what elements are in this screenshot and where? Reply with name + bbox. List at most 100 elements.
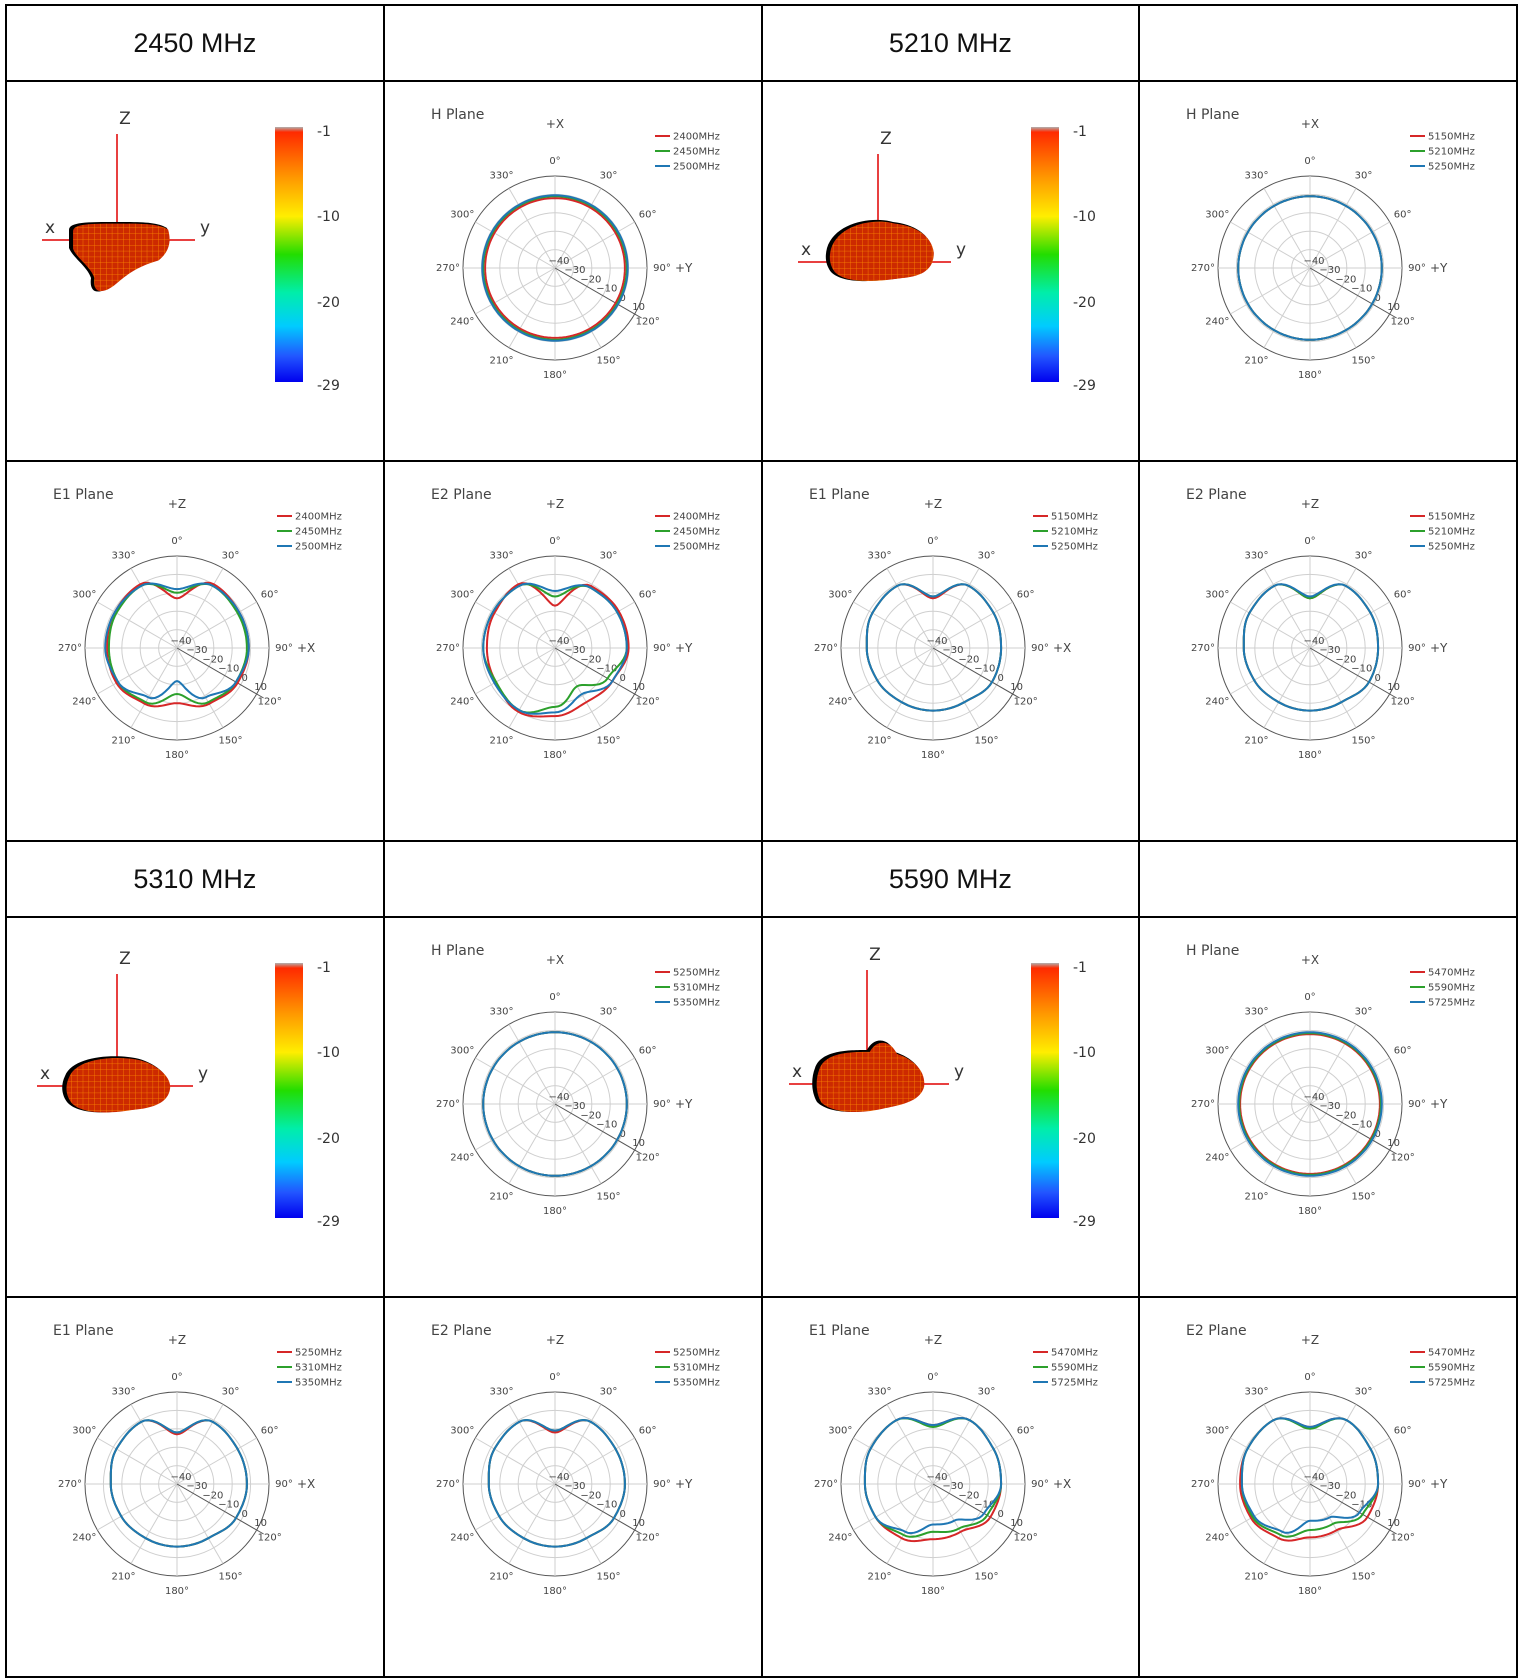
polar-spoke xyxy=(1230,1437,1311,1485)
polar-spoke xyxy=(1263,267,1311,348)
radial-tick-label: 0 xyxy=(619,293,625,304)
polar-spoke xyxy=(1263,188,1311,269)
angle-tick-label: 330° xyxy=(489,1386,513,1397)
polar-spoke xyxy=(1309,1437,1391,1485)
radial-tick-label: 10 xyxy=(1388,1138,1401,1149)
polar-spoke xyxy=(1309,267,1357,348)
header-cell-empty xyxy=(1138,4,1518,82)
angle-tick-label: 210° xyxy=(111,1572,135,1583)
x-axis-label: x xyxy=(40,1064,50,1084)
angle-tick-label: 60° xyxy=(261,590,279,601)
radial-tick-label: 10 xyxy=(632,1518,645,1529)
plane-title: E1 Plane xyxy=(53,487,114,503)
angle-tick-label: 330° xyxy=(489,550,513,561)
polar-chart: 0° 30° 60° 90° 120° 150° 180° 210° 240° 270° 300° 3… xyxy=(53,487,342,761)
colorbar-tick-label: -20 xyxy=(1073,295,1096,311)
angle-tick-label: 150° xyxy=(1352,356,1376,367)
polar-spoke xyxy=(886,1483,933,1564)
series-line-2450MHz xyxy=(107,582,248,705)
angle-tick-label: 180° xyxy=(543,1586,567,1597)
legend-label: 5250MHz xyxy=(673,1348,720,1359)
polar-cell: 0° 30° 60° 90° 120° 150° 180° 210° 240° 270° 300° 3… xyxy=(1138,460,1518,842)
angle-tick-label: 90° xyxy=(653,1099,671,1110)
z-axis-label: Z xyxy=(119,109,131,129)
plane-title: E2 Plane xyxy=(1186,1323,1247,1339)
angle-tick-label: 30° xyxy=(1355,1006,1373,1017)
radial-tick-label: 0 xyxy=(242,1509,248,1520)
legend-label: 5250MHz xyxy=(295,1348,342,1359)
3d-radiation-pattern: Zx y -1 -10 -20 -29 xyxy=(42,109,340,394)
radial-tick-label: 10 xyxy=(1388,682,1401,693)
polar-spoke xyxy=(852,1483,933,1531)
angle-tick-label: 300° xyxy=(450,1426,474,1437)
colorbar-tick-label: -20 xyxy=(317,295,340,311)
legend-label: 5350MHz xyxy=(673,998,720,1009)
plane-title: E2 Plane xyxy=(1186,487,1247,503)
angle-tick-label: 150° xyxy=(218,1572,242,1583)
legend-label: 5210MHz xyxy=(1428,527,1475,538)
radial-tick-label: −20 xyxy=(1336,1110,1357,1121)
header-cell-empty xyxy=(1138,840,1518,918)
colorbar-tick-label: -29 xyxy=(317,378,340,394)
angle-tick-label: 180° xyxy=(1298,370,1322,381)
radial-tick-label: 0 xyxy=(1375,673,1381,684)
angle-tick-label: 180° xyxy=(165,750,189,761)
polar-spoke xyxy=(474,267,555,315)
angle-tick-label: 330° xyxy=(867,550,891,561)
angle-tick-label: 210° xyxy=(111,736,135,747)
colorbar-tick-label: -20 xyxy=(1073,1131,1096,1147)
angle-tick-label: 90° xyxy=(1408,643,1426,654)
polar-spoke xyxy=(1230,1483,1311,1531)
angle-tick-label: 150° xyxy=(974,736,998,747)
y-axis-label: y xyxy=(200,218,210,238)
angle-tick-label: 60° xyxy=(1394,1426,1412,1437)
polar-spoke xyxy=(1309,1057,1391,1105)
angle-tick-label: 270° xyxy=(436,1479,460,1490)
radial-tick-label: −30 xyxy=(186,645,207,656)
series-line-5350MHz xyxy=(109,1419,248,1548)
radial-tick-label: −40 xyxy=(170,636,191,647)
legend-label: 5470MHz xyxy=(1051,1348,1098,1359)
angle-tick-label: 240° xyxy=(72,697,96,708)
header-cell-5210: 5210 MHz xyxy=(760,4,1141,82)
polar-spoke xyxy=(176,647,224,728)
angle-tick-label: 90° xyxy=(1408,1099,1426,1110)
angle-tick-label: 270° xyxy=(1191,263,1215,274)
angle-tick-label: 270° xyxy=(813,1479,837,1490)
polar-chart: 0° 30° 60° 90° 120° 150° 180° 210° 240° 270° 300° 3… xyxy=(809,1323,1098,1597)
radial-tick-label: −40 xyxy=(1304,1092,1325,1103)
radial-tick-label: −20 xyxy=(580,1110,601,1121)
plane-title: E1 Plane xyxy=(809,487,870,503)
radial-axis xyxy=(554,1483,642,1535)
angle-tick-label: 300° xyxy=(72,590,96,601)
radial-tick-label: −40 xyxy=(1304,636,1325,647)
polar-spoke xyxy=(886,568,933,649)
pattern-mesh xyxy=(829,221,934,282)
polar-spoke xyxy=(1263,1024,1311,1105)
polar-spoke xyxy=(508,568,556,649)
header-cell-5590: 5590 MHz xyxy=(760,840,1141,918)
angle-tick-label: 330° xyxy=(1245,550,1269,561)
angle-tick-label: 270° xyxy=(436,643,460,654)
angle-tick-label: 210° xyxy=(489,1572,513,1583)
angle-tick-label: 270° xyxy=(436,263,460,274)
radial-tick-label: 0 xyxy=(1375,293,1381,304)
polar-spoke xyxy=(852,647,933,695)
angle-tick-label: 240° xyxy=(72,1533,96,1544)
polar-chart: 0° 30° 60° 90° 120° 150° 180° 210° 240° 270° 300° 3… xyxy=(53,1323,342,1597)
radial-tick-label: −10 xyxy=(974,1500,995,1511)
series-line-5350MHz xyxy=(487,1418,626,1548)
polar-spoke xyxy=(97,1483,178,1531)
radial-tick-label: −30 xyxy=(564,1101,585,1112)
angle-tick-label: 90° xyxy=(653,643,671,654)
angle-tick-label: 30° xyxy=(1355,1386,1373,1397)
axis-top-label: +X xyxy=(546,953,564,967)
colorbar-tick-label: -10 xyxy=(317,209,340,225)
polar-spoke xyxy=(852,1437,933,1485)
pattern-mesh xyxy=(73,223,170,292)
angle-tick-label: 180° xyxy=(165,1586,189,1597)
axis-top-label: +X xyxy=(1301,953,1319,967)
polar-spoke xyxy=(554,1483,602,1564)
angle-tick-label: 30° xyxy=(977,1386,995,1397)
axis-right-label: +Y xyxy=(1430,261,1448,275)
